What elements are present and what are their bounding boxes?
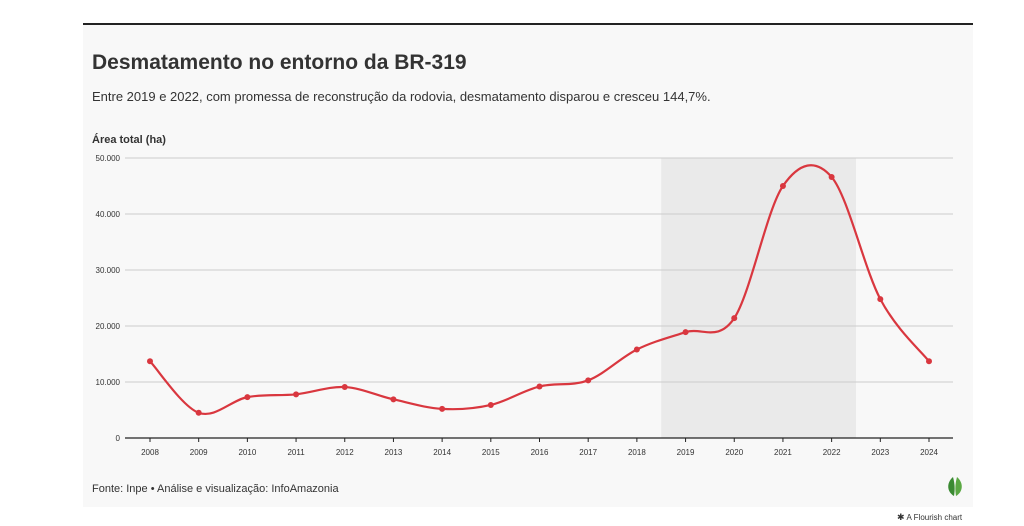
- y-axis-label: Área total (ha): [92, 134, 166, 146]
- y-tick-label: 0: [116, 434, 121, 443]
- data-point: [195, 409, 202, 416]
- y-tick-label: 30.000: [96, 266, 121, 275]
- y-tick-label: 20.000: [96, 322, 121, 331]
- x-tick-label: 2024: [920, 448, 938, 457]
- x-tick-label: 2021: [774, 448, 792, 457]
- data-point: [439, 405, 446, 412]
- data-point: [633, 346, 640, 353]
- x-tick-label: 2022: [823, 448, 841, 457]
- series-layer: [149, 164, 930, 416]
- highlight-band-layer: [661, 158, 856, 438]
- data-point: [682, 329, 689, 336]
- x-tick-label: 2020: [725, 448, 743, 457]
- data-point: [341, 384, 348, 391]
- x-tick-label: 2012: [336, 448, 354, 457]
- x-tick-label: 2011: [287, 448, 305, 457]
- x-tick-label: 2023: [871, 448, 889, 457]
- data-point: [293, 391, 300, 398]
- data-point: [147, 358, 153, 365]
- grid-layer: [125, 157, 953, 439]
- series-line: [149, 164, 930, 416]
- x-tick-label: 2015: [482, 448, 500, 457]
- y-tick-label: 50.000: [96, 154, 121, 163]
- y-tick-labels: 0 10.000 20.000 30.000 40.000 50.000: [96, 154, 121, 443]
- x-tick-label: 2017: [579, 448, 597, 457]
- y-tick-label: 40.000: [96, 210, 121, 219]
- chart-card: Desmatamento no entorno da BR-319 Entre …: [83, 23, 973, 507]
- x-tick-label: 2009: [190, 448, 208, 457]
- data-point: [731, 315, 738, 322]
- data-point: [828, 174, 835, 181]
- x-tick-label: 2019: [677, 448, 695, 457]
- flourish-credit-label: A Flourish chart: [906, 513, 963, 522]
- flourish-credit[interactable]: ✱ A Flourish chart: [897, 512, 962, 523]
- chart-title: Desmatamento no entorno da BR-319: [92, 51, 467, 74]
- point-layer: [147, 174, 932, 416]
- highlight-band: [661, 158, 856, 438]
- x-tick-label: 2013: [385, 448, 403, 457]
- x-tick-label: 2014: [433, 448, 451, 457]
- x-tick-labels: 2008 2009 2010 2011 2012 2013 2014 2015 2016 2017…: [141, 438, 938, 457]
- data-point: [536, 383, 543, 390]
- x-tick-label: 2016: [531, 448, 549, 457]
- flourish-star-icon: ✱: [897, 512, 905, 522]
- source-note: Fonte: Inpe • Análise e visualização: In…: [92, 483, 339, 495]
- chart-subtitle: Entre 2019 e 2022, com promessa de recon…: [92, 89, 711, 104]
- x-tick-label: 2010: [238, 448, 256, 457]
- data-point: [390, 396, 397, 403]
- data-point: [585, 377, 592, 384]
- y-tick-label: 10.000: [96, 378, 121, 387]
- data-point: [487, 401, 494, 408]
- data-point: [244, 394, 251, 401]
- x-tick-label: 2008: [141, 448, 159, 457]
- leaf-icon: [948, 477, 962, 496]
- data-point: [877, 296, 884, 303]
- data-point: [926, 358, 932, 365]
- x-tick-label: 2018: [628, 448, 646, 457]
- line-chart: 0 10.000 20.000 30.000 40.000 50.000 2008 2009…: [96, 154, 953, 457]
- data-point: [779, 183, 786, 189]
